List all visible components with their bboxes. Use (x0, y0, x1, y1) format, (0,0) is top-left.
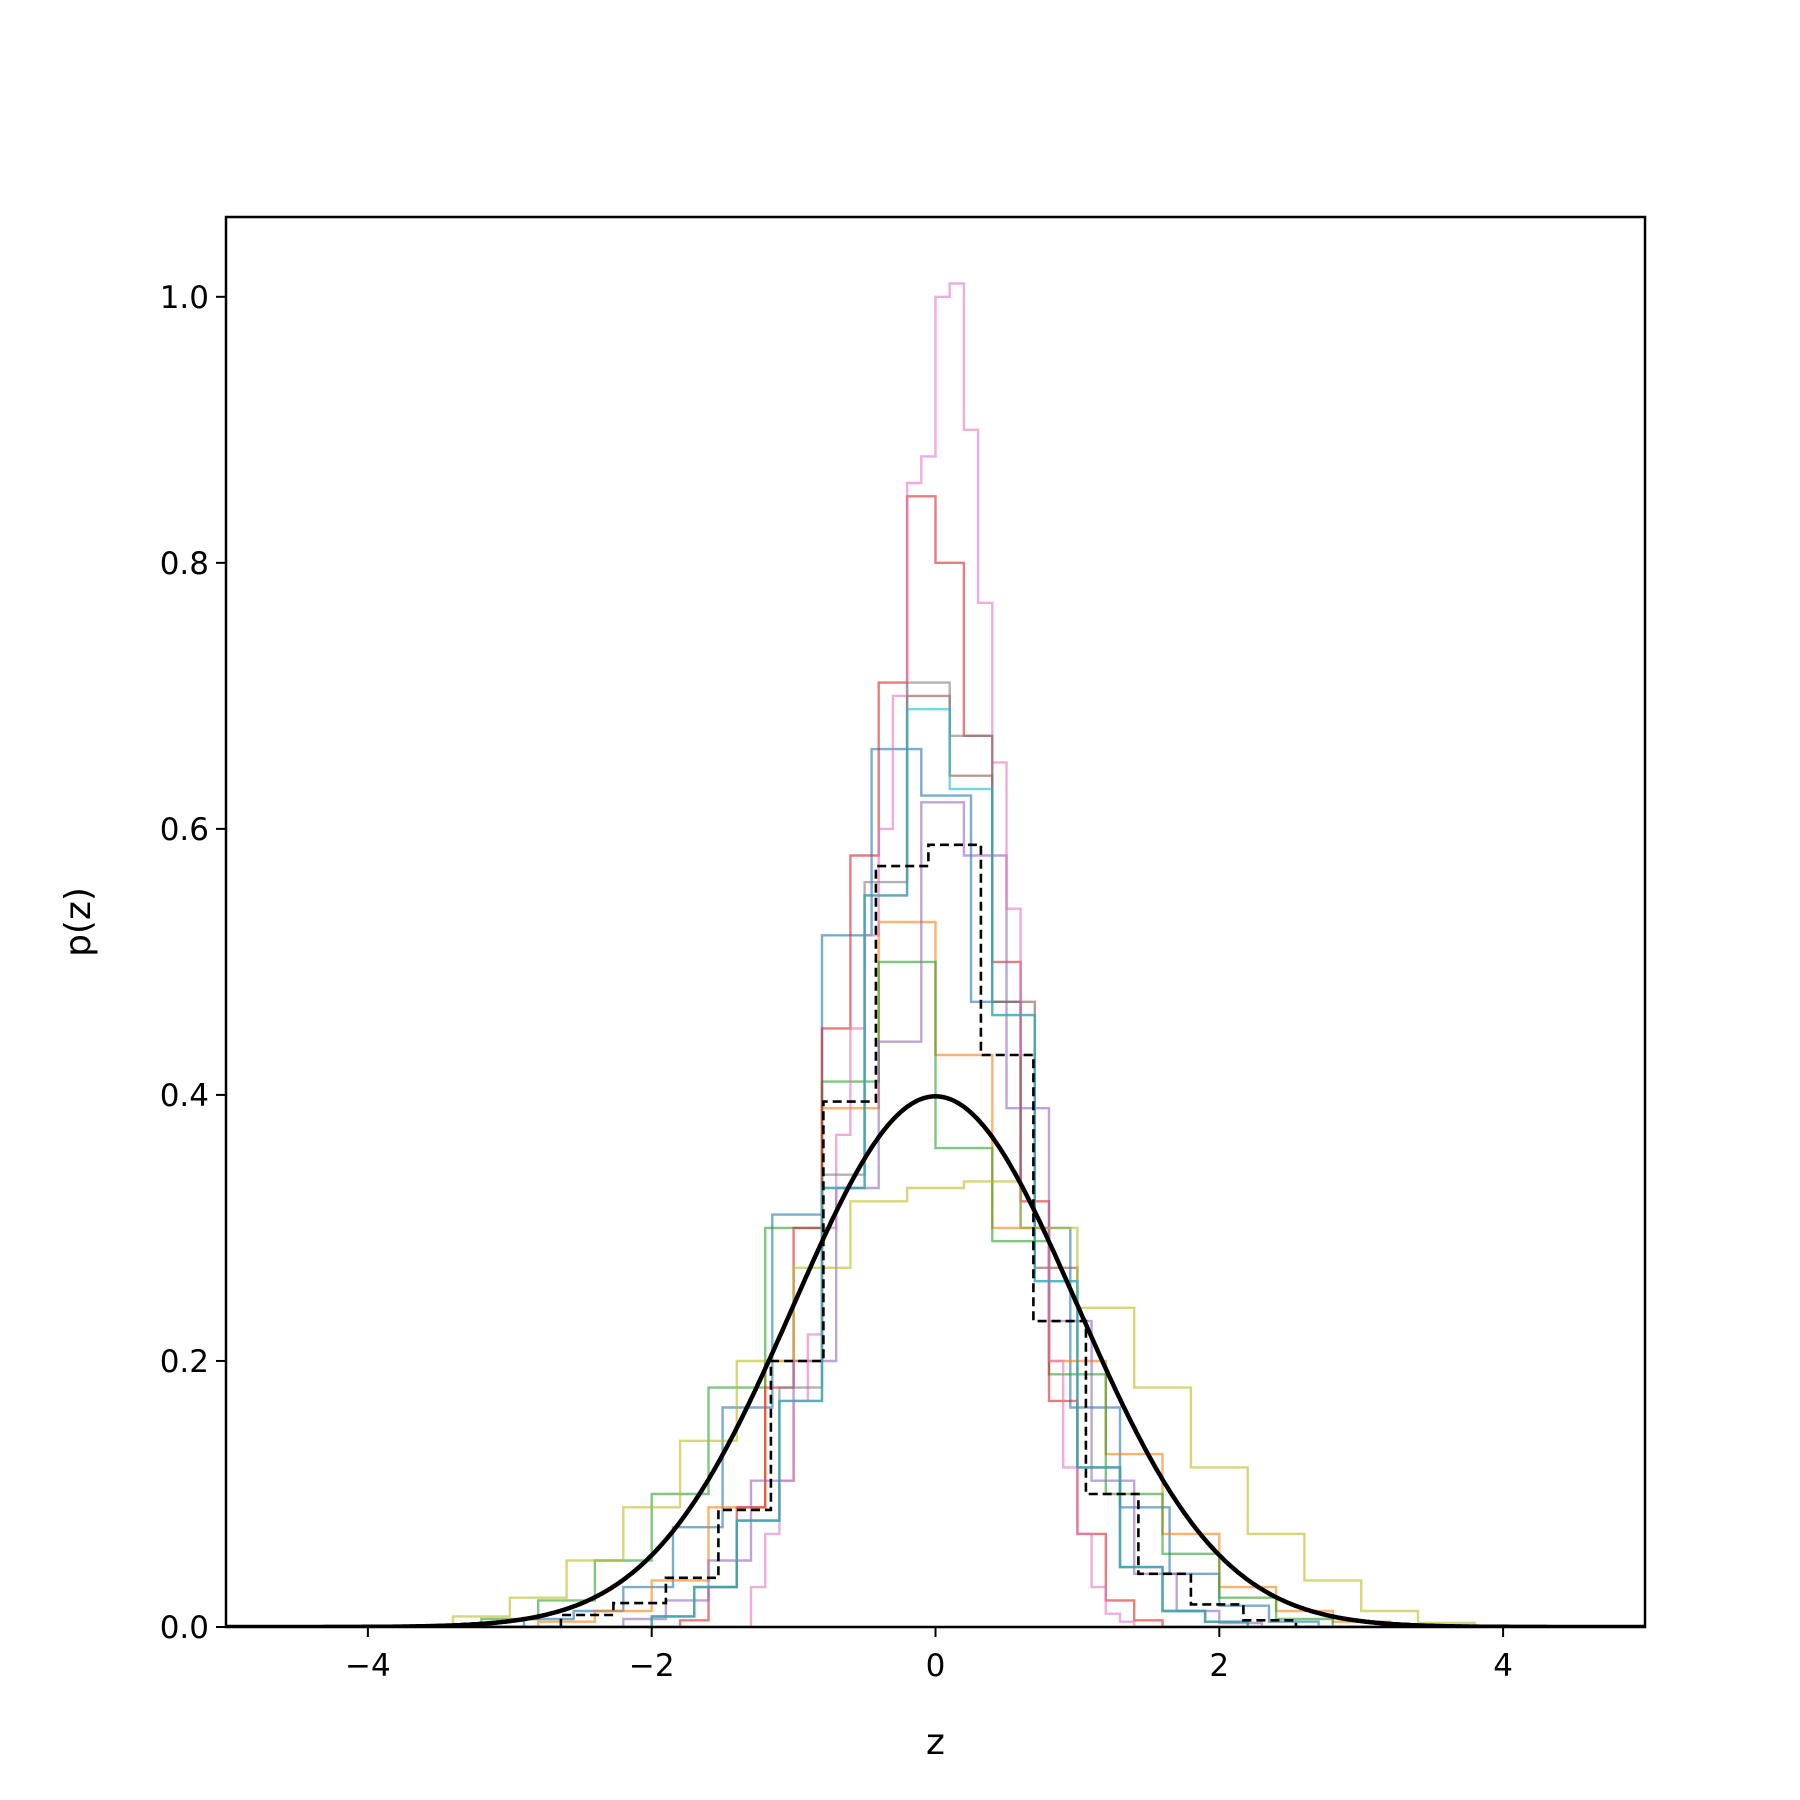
y-tick-label: 0.2 (160, 1344, 209, 1380)
y-axis-ticks: 0.0 0.2 0.4 0.6 0.8 1.0 (160, 280, 226, 1646)
histogram-series-11 (226, 843, 1645, 1627)
series-layer (226, 282, 1645, 1627)
histogram-series-4 (226, 495, 1645, 1627)
histogram-series-5 (226, 801, 1645, 1627)
x-axis-label: z (926, 1722, 945, 1763)
y-axis-label: p(z) (58, 887, 99, 957)
y-tick-label: 0.0 (160, 1610, 209, 1646)
histogram-series-10 (226, 708, 1645, 1627)
x-tick-label: 2 (1209, 1648, 1229, 1684)
y-tick-label: 0.6 (160, 812, 209, 848)
y-tick-label: 0.4 (160, 1078, 209, 1114)
x-tick-label: 4 (1493, 1648, 1513, 1684)
x-tick-label: −4 (345, 1648, 391, 1684)
y-tick-label: 1.0 (160, 280, 209, 316)
histogram-series-9 (226, 1180, 1645, 1627)
x-tick-label: −2 (629, 1648, 675, 1684)
histogram-series-7 (226, 282, 1645, 1627)
y-tick-label: 0.8 (160, 546, 209, 582)
x-tick-label: 0 (926, 1648, 946, 1684)
reference-curve-layer (226, 1094, 1645, 1627)
normal-pdf-curve (226, 1094, 1645, 1627)
x-axis-ticks: −4 −2 0 2 4 (345, 1627, 1513, 1684)
histogram-series-3 (226, 960, 1645, 1627)
